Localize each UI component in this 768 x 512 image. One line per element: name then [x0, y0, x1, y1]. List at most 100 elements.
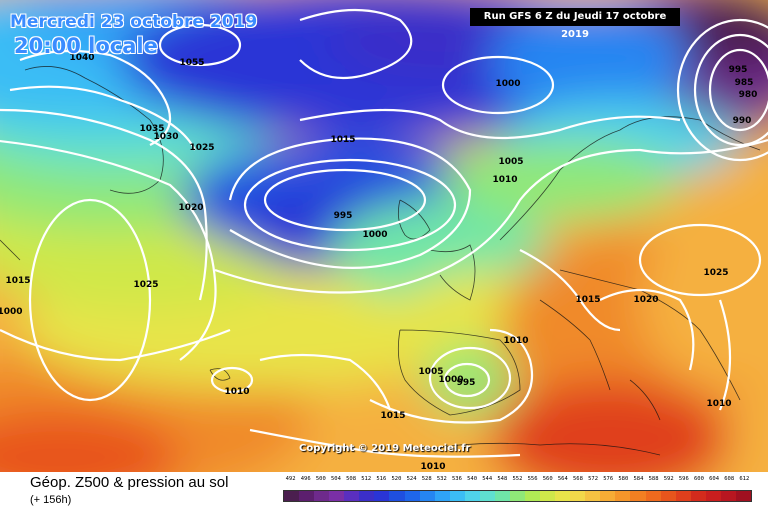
legend-value: 496 — [300, 476, 311, 482]
legend-swatch — [329, 491, 345, 501]
legend-swatch — [540, 491, 556, 501]
isobar-label: 980 — [739, 90, 758, 100]
legend-swatch — [494, 491, 510, 501]
legend-value: 600 — [693, 476, 704, 482]
legend-value-labels: 492 496 500 504 508 512 516 520 524 528 532 536 540 5… — [283, 476, 752, 488]
isobar-label: 1015 — [380, 411, 405, 421]
isobar-label: 1015 — [5, 276, 30, 286]
legend-swatch — [284, 491, 300, 501]
legend-value: 492 — [285, 476, 296, 482]
isobar-label: 985 — [735, 78, 754, 88]
legend-value: 612 — [739, 476, 750, 482]
isobar-label: 1025 — [133, 280, 158, 290]
legend-swatch — [374, 491, 390, 501]
legend-value: 524 — [406, 476, 417, 482]
isobar-label: 1040 — [69, 53, 94, 63]
isobar-label: 995 — [334, 211, 353, 221]
isobar-labels: 1040 1055 1035 1030 1025 1020 1025 1015 … — [0, 53, 757, 472]
legend-swatch — [449, 491, 465, 501]
isobar-label: 990 — [733, 116, 752, 126]
legend-value: 572 — [588, 476, 599, 482]
isobar-label: 1055 — [179, 58, 204, 68]
legend-value: 504 — [330, 476, 341, 482]
legend-value: 564 — [557, 476, 568, 482]
legend-swatch — [690, 491, 706, 501]
isobar-label: 1010 — [503, 336, 528, 346]
isobar-label: 1000 — [362, 230, 387, 240]
isobar-label: 1015 — [575, 295, 600, 305]
legend-swatch — [434, 491, 450, 501]
legend-swatch — [735, 491, 751, 501]
legend-value: 516 — [376, 476, 387, 482]
isobar-label: 1000 — [495, 79, 520, 89]
legend-swatch — [344, 491, 360, 501]
isobar-label: 1025 — [189, 143, 214, 153]
legend-swatch — [555, 491, 571, 501]
legend-value: 592 — [663, 476, 674, 482]
legend-swatch — [720, 491, 736, 501]
isobar-label: 1010 — [706, 399, 731, 409]
legend-value: 596 — [678, 476, 689, 482]
legend-value: 560 — [542, 476, 553, 482]
legend-swatch — [615, 491, 631, 501]
legend-swatch — [630, 491, 646, 501]
legend-value: 540 — [467, 476, 478, 482]
isobar-label: 1000 — [0, 307, 23, 317]
legend-swatch — [404, 491, 420, 501]
isobar-label: 1020 — [633, 295, 658, 305]
legend-swatch — [705, 491, 721, 501]
product-title: Géop. Z500 & pression au sol — [30, 474, 229, 491]
isobar-label: 1030 — [153, 132, 178, 142]
legend-value: 528 — [421, 476, 432, 482]
isobar-label: 1005 — [418, 367, 443, 377]
color-scale-legend: 492 496 500 504 508 512 516 520 524 528 532 536 540 5… — [283, 476, 752, 508]
isobar-label: 1000 — [438, 375, 463, 385]
isobar-label: 1015 — [330, 135, 355, 145]
legend-value: 580 — [618, 476, 629, 482]
isobars — [0, 8, 768, 458]
legend-value: 604 — [709, 476, 720, 482]
legend-swatch — [645, 491, 661, 501]
legend-value: 548 — [497, 476, 508, 482]
valid-date-title: Mercredi 23 octobre 2019 — [10, 12, 258, 32]
legend-swatch — [660, 491, 676, 501]
legend-value: 584 — [633, 476, 644, 482]
isobar-label: 1010 — [420, 462, 445, 472]
z500-color-field — [0, 0, 768, 472]
legend-value: 532 — [436, 476, 447, 482]
legend-value: 500 — [315, 476, 326, 482]
legend-swatch — [314, 491, 330, 501]
legend-value: 512 — [361, 476, 372, 482]
isobar-label: 1035 — [139, 124, 164, 134]
forecast-offset: (+ 156h) — [30, 494, 72, 506]
legend-swatch — [600, 491, 616, 501]
legend-swatch — [359, 491, 375, 501]
map-footer: Géop. Z500 & pression au sol (+ 156h) 49… — [0, 472, 768, 512]
legend-swatch — [479, 491, 495, 501]
legend-value: 568 — [572, 476, 583, 482]
legend-swatch — [585, 491, 601, 501]
legend-swatch — [509, 491, 525, 501]
coastlines — [0, 66, 761, 456]
local-time-label: 20:00 locale — [14, 34, 158, 58]
legend-value: 544 — [482, 476, 493, 482]
run-info-box: Run GFS 6 Z du Jeudi 17 octobre 2019 — [470, 8, 680, 40]
isobar-label: 1010 — [492, 175, 517, 185]
legend-swatch — [525, 491, 541, 501]
legend-value: 552 — [512, 476, 523, 482]
legend-value: 588 — [648, 476, 659, 482]
legend-swatch — [675, 491, 691, 501]
legend-swatch — [570, 491, 586, 501]
geopotential-pressure-map: 1040 1055 1035 1030 1025 1020 1025 1015 … — [0, 0, 768, 472]
legend-swatch — [464, 491, 480, 501]
legend-swatch — [389, 491, 405, 501]
isobar-label: 1005 — [498, 157, 523, 167]
legend-value: 536 — [451, 476, 462, 482]
legend-color-bar — [283, 490, 752, 502]
legend-value: 508 — [346, 476, 357, 482]
legend-value: 520 — [391, 476, 402, 482]
legend-swatch — [299, 491, 315, 501]
isobar-label: 1020 — [178, 203, 203, 213]
isobar-label: 1010 — [224, 387, 249, 397]
